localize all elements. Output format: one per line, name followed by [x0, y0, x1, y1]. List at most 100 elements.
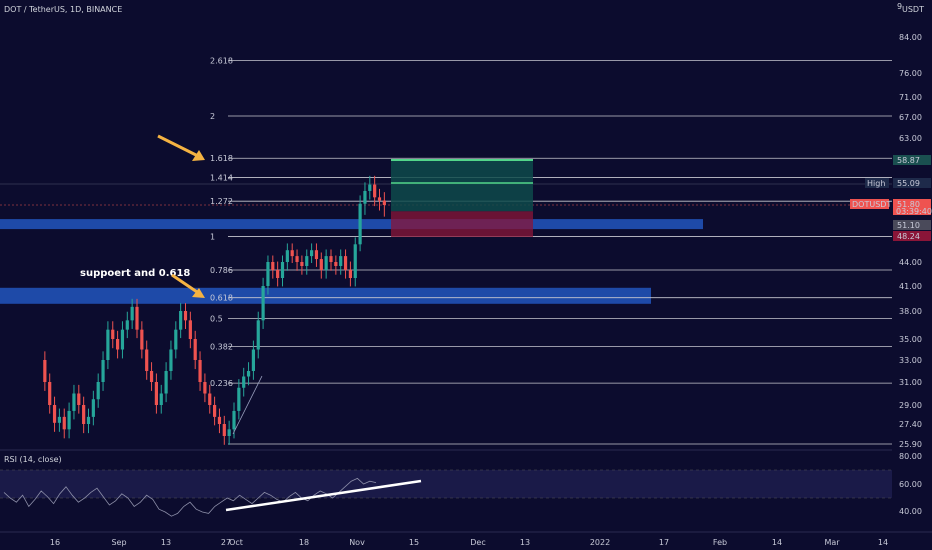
rsi-pane	[0, 449, 932, 517]
candle-body	[232, 410, 236, 430]
x-tick-label: Oct	[229, 538, 243, 547]
candle-body	[145, 349, 149, 371]
candle-body	[116, 339, 120, 350]
candle-body	[358, 203, 362, 245]
y-tick-label: 31.00	[899, 378, 922, 387]
x-tick-label: 14	[878, 538, 888, 547]
candle-body	[271, 262, 275, 270]
candle-body	[324, 256, 328, 270]
candle-body	[154, 382, 158, 405]
candle-body	[300, 262, 304, 266]
price-badge-timer: 03:39:40	[896, 207, 932, 216]
candle-body	[57, 416, 61, 423]
candle-body	[373, 184, 377, 198]
y-tick-label: 84.00	[899, 33, 922, 42]
candle-body	[353, 244, 357, 278]
fib-label: 2.618	[210, 56, 233, 65]
price-badge-value: 51.80	[897, 200, 920, 209]
candle-body	[314, 250, 319, 260]
candle-body	[334, 262, 338, 266]
symbol-title: DOT / TetherUS, 1D, BINANCE	[4, 5, 122, 14]
price-badge-value: 48.24	[897, 232, 920, 241]
candle-body	[140, 329, 144, 350]
candle-body	[217, 416, 222, 424]
candle-body	[266, 262, 270, 286]
fib-label: 2	[210, 112, 215, 121]
candle-body	[125, 320, 129, 330]
candle-body	[101, 360, 105, 382]
candle-body	[382, 200, 386, 205]
candle-body	[106, 329, 110, 360]
y-tick-label: 76.00	[899, 69, 922, 78]
candle-body	[363, 190, 367, 204]
annotation-text: suppoert and 0.618	[80, 268, 190, 279]
candle-body	[130, 306, 134, 321]
position-box[interactable]	[391, 159, 533, 237]
candle-body	[280, 262, 285, 278]
candle-body	[329, 256, 333, 262]
candle-body	[43, 360, 47, 382]
fib-label: 1.414	[210, 174, 233, 183]
x-tick-label: 14	[772, 538, 782, 547]
price-badge	[893, 178, 931, 188]
candle-body	[319, 259, 323, 270]
candle-body	[285, 250, 289, 262]
rsi-tick-label: 40.00	[899, 507, 922, 516]
rsi-tick-label: 80.00	[899, 452, 922, 461]
price-badge-tag-label: High	[867, 179, 885, 188]
x-tick-label: Nov	[349, 538, 365, 547]
fib-label: 0.236	[210, 379, 233, 388]
candle-body	[169, 349, 173, 371]
x-tick-label: 16	[50, 538, 60, 547]
currency-label[interactable]: USDT	[902, 5, 924, 14]
y-tick-label: 35.00	[899, 335, 922, 344]
trend-line	[232, 375, 263, 435]
fib-label: 1.618	[210, 154, 233, 163]
candle-body	[198, 360, 202, 382]
profit-zone	[391, 160, 533, 212]
fib-label: 1	[210, 232, 215, 241]
candle-body	[256, 320, 260, 350]
candle-body	[159, 393, 163, 405]
candle-body	[62, 416, 66, 430]
candle-body	[77, 393, 81, 405]
y-tick-label: 71.00	[899, 93, 922, 102]
fib-label: 0.786	[210, 266, 233, 275]
candle-body	[174, 329, 178, 350]
rsi-line	[3, 477, 377, 517]
x-tick-label: Dec	[470, 538, 485, 547]
y-tick-label: 25.90	[899, 440, 922, 449]
x-tick-label: 2022	[590, 538, 610, 547]
fib-label: 0.5	[210, 314, 223, 323]
candle-body	[276, 270, 280, 278]
candle-body	[135, 306, 139, 330]
rsi-trendline	[225, 479, 422, 512]
x-tick-label: Sep	[111, 538, 126, 547]
candle-body	[179, 311, 183, 330]
x-tick-label: 18	[299, 538, 309, 547]
candle-body	[343, 256, 348, 270]
price-badge	[893, 199, 931, 215]
candle-body	[164, 371, 168, 394]
price-axis[interactable]: 84.00 76.00 71.00 67.00 63.00 44.00 41.00 38.00…	[892, 0, 932, 550]
candle-body	[96, 382, 100, 400]
arrow-icon	[171, 273, 205, 298]
price-badge	[893, 231, 931, 241]
rsi-tick-label: 60.00	[899, 480, 922, 489]
x-tick-label: Mar	[824, 538, 840, 547]
candle-body	[183, 311, 188, 321]
candle-body	[120, 329, 125, 350]
candle-body	[339, 256, 343, 266]
scale-settings-icon[interactable]: 9	[897, 2, 902, 11]
candle-body	[67, 410, 71, 430]
candle-body	[203, 382, 207, 394]
candle-body	[222, 424, 226, 436]
price-badge-tag	[865, 178, 889, 188]
y-tick-label: 33.00	[899, 356, 922, 365]
price-badge-tag-label: DOTUSDT	[852, 200, 891, 209]
price-badge-value: 55.09	[897, 179, 920, 188]
fib-label: 0.382	[210, 342, 233, 351]
candle-body	[227, 429, 231, 436]
